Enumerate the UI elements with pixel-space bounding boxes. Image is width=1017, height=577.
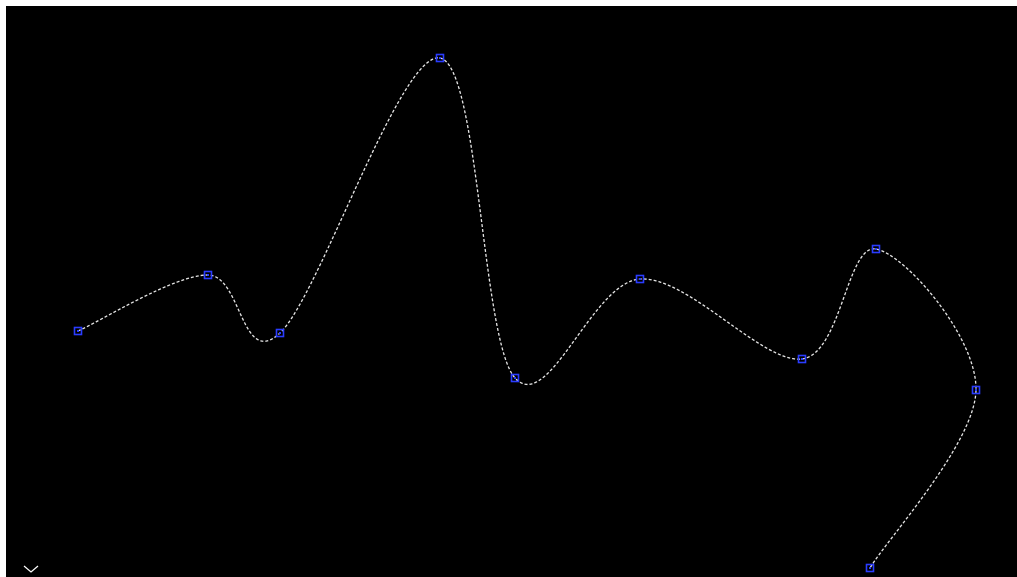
drawing-canvas[interactable] (6, 6, 1017, 577)
control-point-grip-4[interactable] (435, 53, 445, 63)
control-point-grip-3[interactable] (275, 328, 285, 338)
ucs-corner-icon (23, 565, 39, 573)
spline-curve[interactable] (77, 57, 977, 569)
control-point-grip-10[interactable] (865, 563, 875, 573)
control-point-grip-9[interactable] (971, 385, 981, 395)
control-point-grip-7[interactable] (797, 354, 807, 364)
control-point-grip-5[interactable] (510, 373, 520, 383)
control-points (73, 53, 981, 573)
control-point-grip-6[interactable] (635, 274, 645, 284)
control-point-grip-2[interactable] (203, 270, 213, 280)
control-point-grip-8[interactable] (871, 244, 881, 254)
spline-drawing[interactable] (6, 6, 1017, 577)
control-point-grip-1[interactable] (73, 326, 83, 336)
